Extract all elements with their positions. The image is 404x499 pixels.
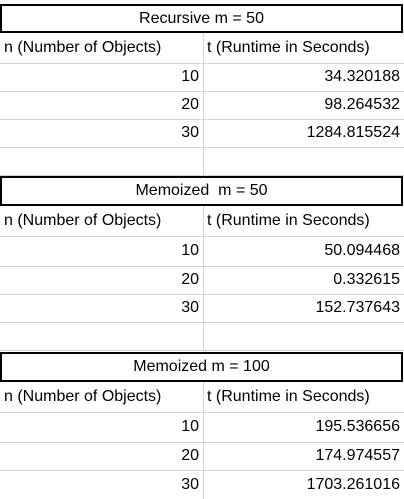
table-row: 10 195.536656 [0, 412, 404, 443]
empty-cell[interactable] [204, 322, 404, 350]
table-title-memoized-m50[interactable]: Memoized m = 50 [0, 176, 403, 206]
col-header-t[interactable]: t (Runtime in Seconds) [207, 388, 370, 405]
cell-t[interactable]: 195.536656 [315, 418, 400, 435]
cell-n[interactable]: 20 [0, 442, 204, 470]
empty-cell[interactable] [0, 147, 204, 175]
table-row: 30 1284.815524 [0, 119, 404, 148]
col-header-n[interactable]: n (Number of Objects) [0, 33, 204, 63]
cell-n[interactable]: 10 [0, 236, 204, 266]
cell-t[interactable]: 34.320188 [324, 68, 400, 85]
cell-n[interactable]: 10 [0, 412, 204, 442]
table-row: 30 1703.261016 [0, 470, 404, 499]
empty-cell[interactable] [204, 147, 404, 175]
table-row: 30 152.737643 [0, 294, 404, 323]
cell-t[interactable]: 174.974557 [315, 447, 400, 464]
table-row: 20 174.974557 [0, 442, 404, 471]
table-header-row: n (Number of Objects) t (Runtime in Seco… [0, 33, 404, 64]
table-title-memoized-m100[interactable]: Memoized m = 100 [0, 352, 403, 382]
table-row: 10 50.094468 [0, 236, 404, 267]
cell-t[interactable]: 1703.261016 [306, 475, 400, 493]
cell-n[interactable]: 20 [0, 91, 204, 119]
empty-row [0, 147, 404, 176]
col-header-n[interactable]: n (Number of Objects) [0, 206, 204, 236]
table-title-recursive-m50[interactable]: Recursive m = 50 [0, 4, 403, 33]
cell-t[interactable]: 98.264532 [324, 96, 400, 113]
cell-t[interactable]: 50.094468 [324, 242, 400, 259]
cell-n[interactable]: 10 [0, 63, 204, 91]
empty-cell[interactable] [0, 322, 204, 350]
table-row: 20 0.332615 [0, 266, 404, 295]
table-header-row: n (Number of Objects) t (Runtime in Seco… [0, 206, 404, 237]
empty-row [0, 322, 404, 351]
col-header-t[interactable]: t (Runtime in Seconds) [207, 39, 370, 56]
table-row: 20 98.264532 [0, 91, 404, 120]
cell-n[interactable]: 30 [0, 294, 204, 322]
table-header-row: n (Number of Objects) t (Runtime in Seco… [0, 382, 404, 413]
cell-n[interactable]: 30 [0, 470, 204, 499]
cell-t[interactable]: 0.332615 [333, 271, 400, 288]
cell-t[interactable]: 1284.815524 [306, 124, 400, 141]
cell-n[interactable]: 20 [0, 266, 204, 294]
table-row: 10 34.320188 [0, 63, 404, 92]
cell-t[interactable]: 152.737643 [315, 299, 400, 316]
col-header-t[interactable]: t (Runtime in Seconds) [207, 212, 370, 229]
cell-n[interactable]: 30 [0, 119, 204, 147]
col-header-n[interactable]: n (Number of Objects) [0, 382, 204, 412]
